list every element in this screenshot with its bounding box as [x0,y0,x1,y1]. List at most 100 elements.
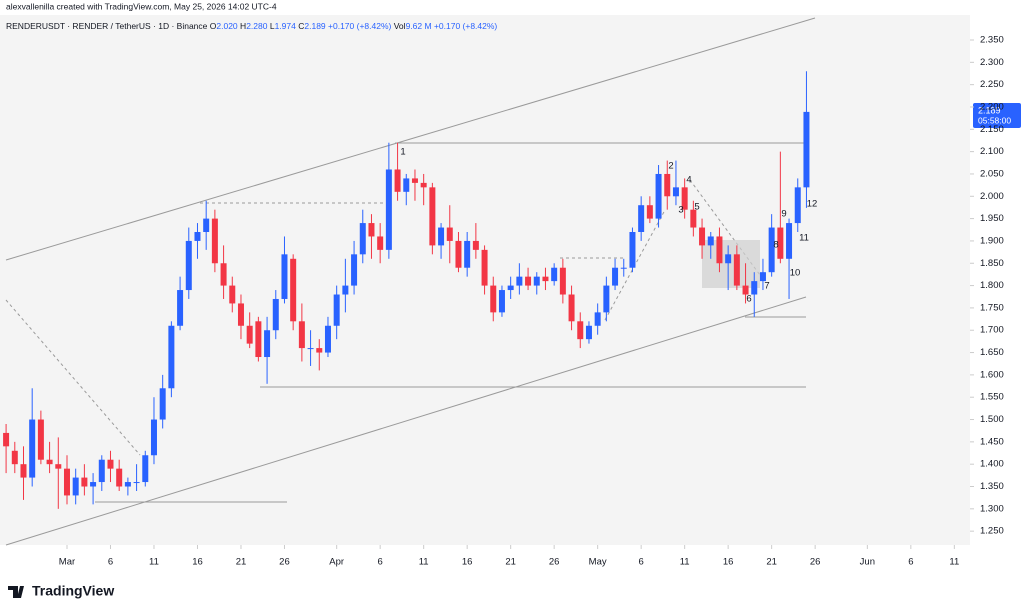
candle-body [646,205,653,219]
price-tag-price: 2.189 [978,105,1001,115]
y-tick-label: 1.900 [980,235,1004,246]
y-tick-label: 2.300 [980,57,1004,68]
wave-label: 2 [668,161,673,172]
candle-body [124,482,131,487]
candle-body [446,227,453,241]
change: +0.170 (+8.42%) [328,21,391,31]
y-tick-label: 1.550 [980,392,1004,403]
candle-body [620,267,627,269]
wave-label: 4 [686,175,691,186]
candle-body [716,236,723,264]
candle-body [385,169,392,250]
y-tick-label: 1.300 [980,503,1004,514]
wave-label: 9 [781,209,786,220]
candle-body [751,281,758,295]
wave-label: 8 [773,240,778,251]
candle-body [46,459,53,465]
y-tick-label: 1.650 [980,347,1004,358]
x-tick-label: 16 [462,557,473,568]
quote-value: 2.020 [216,21,238,31]
y-tick-label: 1.850 [980,258,1004,269]
candle-body [403,178,410,192]
y-tick-label: 1.950 [980,213,1004,224]
candle-body [237,303,244,326]
candle-body [281,254,288,299]
candle-body [11,450,18,465]
candle-body [664,173,671,197]
wave-label: 5 [694,202,699,213]
candle-body [733,254,740,286]
candle-body [681,187,688,210]
candle-body [759,272,766,282]
y-tick-label: 2.250 [980,79,1004,90]
volume: 9.62 M [406,21,432,31]
candle-body [142,455,149,483]
candle-body [159,388,166,420]
candle-body [150,419,157,456]
x-tick-label: Mar [59,557,75,568]
candle-body [551,267,558,282]
candle-body [394,169,401,192]
candle-body [255,321,262,358]
candle-body [464,240,471,268]
y-tick-label: 2.100 [980,146,1004,157]
candle-body [20,464,27,478]
footer [0,575,1024,612]
wave-label: 6 [746,294,751,305]
candle-body [264,330,271,358]
candle-body [490,285,497,313]
candle-body [211,218,218,264]
drawings [5,17,816,546]
quote-label: H [240,21,246,31]
x-tick-label: 11 [949,557,959,568]
candle-body [3,432,10,447]
candle-body [768,227,775,273]
x-tick-label: 11 [419,557,429,568]
candle-body [786,223,793,259]
candle-body [568,294,575,322]
candle-body [98,459,105,483]
y-tick-label: 1.600 [980,369,1004,380]
x-tick-label: 21 [505,557,516,568]
candle-body [203,218,210,233]
y-tick-label: 1.800 [980,280,1004,291]
x-tick-label: 26 [549,557,560,568]
x-tick-label: 21 [236,557,247,568]
x-tick-label: 6 [378,557,383,568]
candle-body [525,276,532,286]
symbol: RENDERUSDT · RENDER / TetherUS · 1D · Bi… [6,21,208,31]
candle-body [37,419,44,460]
candle-body [481,249,488,286]
candle-body [655,173,662,219]
candle-body [542,276,549,282]
y-tick-label: 1.500 [980,414,1004,425]
price-tag [973,103,1021,128]
candle-body [194,232,201,241]
candle-body [420,182,427,188]
y-tick-label: 2.350 [980,35,1004,46]
candle-body [594,312,601,326]
candle-body [455,240,462,268]
y-tick-label: 2.200 [980,101,1004,112]
candle-body [533,276,540,286]
candle-body [133,482,140,484]
candle-body [672,187,679,197]
wave-label: 1 [400,147,405,158]
candle-body [72,477,79,496]
quote-value: 1.974 [275,21,297,31]
wave-label: 10 [790,268,801,279]
volume-change: +0.170 (+8.42%) [434,21,497,31]
candle-body [411,178,418,183]
candle-body [316,348,323,353]
candle-body [725,254,732,264]
candle-body [742,285,749,295]
candle-body [220,263,227,286]
candle-body [585,325,592,340]
candle-body [29,419,36,478]
x-tick-label: 11 [680,557,690,568]
wave-label: 7 [764,281,769,292]
logo-icon [8,586,24,598]
candle-body [690,209,697,228]
candle-body [707,236,714,246]
